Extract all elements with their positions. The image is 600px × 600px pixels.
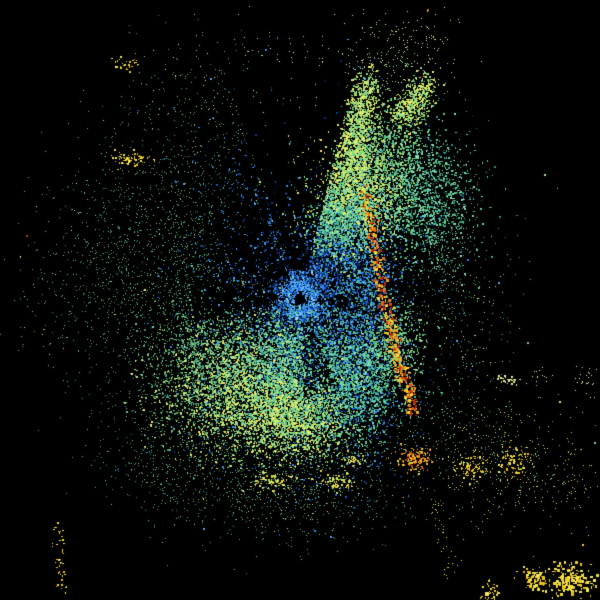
- radar-figure: [0, 0, 600, 600]
- radar-canvas: [0, 0, 600, 600]
